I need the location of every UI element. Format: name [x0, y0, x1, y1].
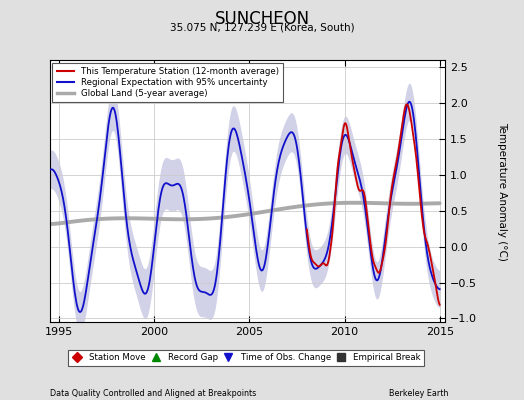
- Text: SUNCHEON: SUNCHEON: [214, 10, 310, 28]
- Legend: This Temperature Station (12-month average), Regional Expectation with 95% uncer: This Temperature Station (12-month avera…: [52, 62, 283, 102]
- Text: Berkeley Earth: Berkeley Earth: [389, 389, 448, 398]
- Text: Data Quality Controlled and Aligned at Breakpoints: Data Quality Controlled and Aligned at B…: [50, 389, 256, 398]
- Y-axis label: Temperature Anomaly (°C): Temperature Anomaly (°C): [497, 122, 507, 260]
- Legend: Station Move, Record Gap, Time of Obs. Change, Empirical Break: Station Move, Record Gap, Time of Obs. C…: [68, 350, 424, 366]
- Text: 35.075 N, 127.239 E (Korea, South): 35.075 N, 127.239 E (Korea, South): [170, 22, 354, 32]
